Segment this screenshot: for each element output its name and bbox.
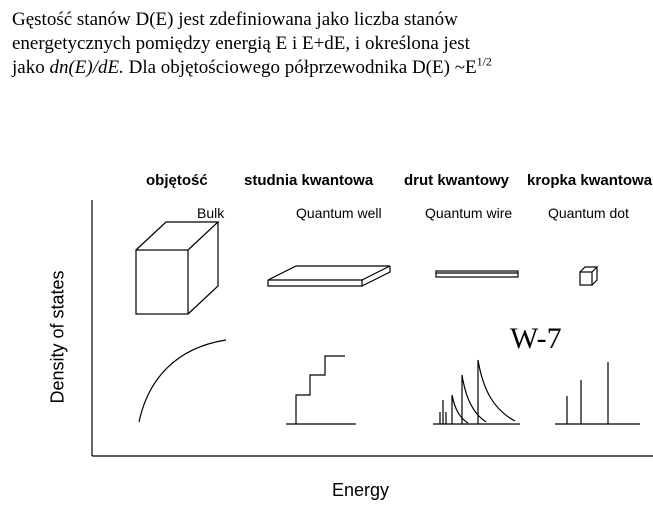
intro-line-3-prefix: jako — [12, 57, 50, 78]
y-axis-label: Density of states — [47, 270, 68, 404]
label-pl-quantum-wire: drut kwantowy — [404, 172, 510, 189]
x-axis-label: Energy — [332, 480, 390, 500]
label-en-quantum-wire: Quantum wire — [425, 205, 513, 221]
quantum-well-slab-icon — [267, 265, 391, 287]
quantum-wire-dos-spikes — [433, 359, 520, 425]
bulk-dos-curve — [138, 339, 227, 423]
quantum-dot-cube-icon — [579, 266, 599, 286]
label-pl-quantum-dot: kropka kwantowa — [527, 172, 653, 189]
slide-stamp: W-7 — [510, 322, 562, 355]
label-pl-bulk: objętość — [146, 172, 208, 189]
label-en-quantum-well: Quantum well — [296, 205, 382, 221]
intro-line-3-suffix: Dla objętościowego półprzewodnika D(E) ~… — [123, 57, 477, 78]
quantum-dot-dos-deltas — [555, 362, 640, 425]
label-en-bulk: Bulk — [197, 205, 225, 221]
intro-line-3: jako dn(E)/dE. Dla objętościowego półprz… — [12, 56, 642, 80]
label-pl-quantum-well: studnia kwantowa — [244, 172, 374, 189]
intro-text: Gęstość stanów D(E) jest zdefiniowana ja… — [12, 8, 642, 80]
label-en-quantum-dot: Quantum dot — [548, 205, 629, 221]
bulk-cube-icon — [135, 221, 220, 315]
quantum-well-dos-steps — [286, 355, 356, 425]
intro-line-2: energetycznych pomiędzy energią E i E+dE… — [12, 33, 470, 54]
formula-dn-de: dn(E)/dE. — [49, 57, 124, 78]
exponent: 1/2 — [476, 54, 492, 69]
quantum-wire-rod-icon — [435, 270, 519, 278]
intro-line-1: Gęstość stanów D(E) jest zdefiniowana ja… — [12, 9, 458, 30]
